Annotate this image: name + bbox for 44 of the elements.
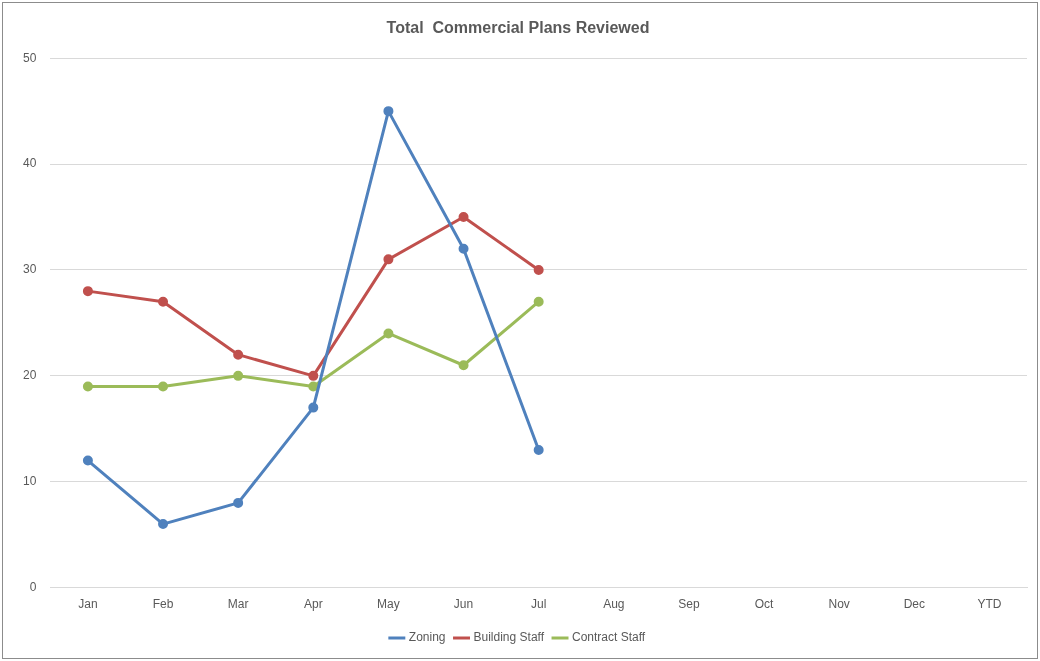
point [233, 497, 244, 508]
point [533, 264, 544, 275]
legend-label: Building Staff [473, 630, 545, 645]
point [233, 370, 244, 381]
point [458, 360, 469, 371]
point [533, 444, 544, 455]
x-tick-label: Mar [227, 597, 249, 612]
point [383, 106, 394, 117]
point [158, 519, 169, 530]
point [82, 381, 93, 392]
y-tick-label: 30 [22, 262, 37, 277]
x-tick-label: Aug [603, 597, 625, 612]
y-tick-label: 10 [22, 474, 37, 489]
point [533, 296, 544, 307]
x-tick-label: Oct [754, 597, 775, 612]
legend-label: Zoning [408, 630, 446, 645]
x-tick-label: YTD [977, 597, 1002, 612]
x-tick-label: May [377, 597, 400, 612]
x-tick-label: Nov [828, 597, 850, 612]
legend-label: Contract Staff [572, 630, 646, 645]
point [308, 381, 319, 392]
point [308, 370, 319, 381]
y-tick-label: 0 [29, 579, 37, 594]
point [458, 212, 469, 223]
y-tick-label: 20 [22, 368, 37, 383]
chart-title: Total Commercial Plans Reviewed [386, 19, 650, 37]
y-tick-label: 50 [22, 50, 37, 65]
x-tick-label: Dec [903, 597, 925, 612]
point [383, 254, 394, 265]
x-tick-label: Jan [78, 597, 98, 612]
point [82, 455, 93, 466]
x-tick-label: Jul [531, 597, 547, 612]
point [158, 296, 169, 307]
x-tick-label: Sep [678, 597, 700, 612]
point [82, 286, 93, 297]
point [233, 349, 244, 360]
point [383, 328, 394, 339]
point [308, 402, 319, 413]
x-tick-label: Apr [303, 597, 323, 612]
x-tick-label: Feb [152, 597, 174, 612]
point [158, 381, 169, 392]
point [458, 243, 469, 254]
x-tick-label: Jun [453, 597, 474, 612]
y-tick-label: 40 [22, 156, 37, 171]
